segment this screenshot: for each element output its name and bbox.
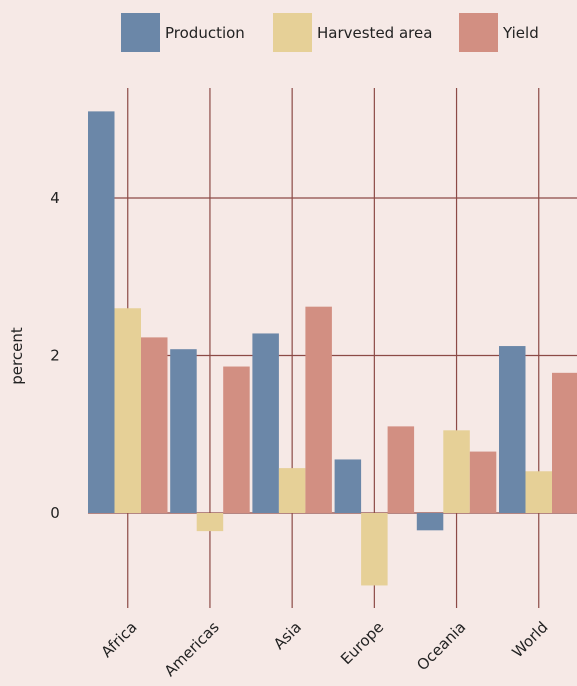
bar-production [499,346,526,513]
bar-production [416,513,444,531]
bar-harvested-area [278,468,306,513]
legend-label: Yield [502,24,539,42]
x-tick-label: World [508,618,551,661]
bar-harvested-area [525,471,552,513]
legend-swatch [273,13,312,52]
grid-lines [88,88,577,608]
legend-swatch [121,13,160,52]
bar-yield [552,372,577,513]
legend-label: Harvested area [317,24,432,42]
bar-harvested-area [443,430,470,513]
bar-production [334,459,362,513]
y-axis-label: percent [8,327,26,385]
legend-swatch [459,13,498,52]
bar-production [252,333,279,513]
y-tick-label: 4 [50,189,60,207]
bar-yield [305,306,332,513]
legend-item: Production [121,13,245,52]
bar-harvested-area [114,308,141,513]
y-tick-label: 2 [50,347,60,365]
y-axis: percent 0 2 4 [8,189,60,522]
bar-production [170,349,197,513]
x-tick-label: Americas [161,618,223,680]
bar-production [88,111,115,513]
x-tick-label: Europe [337,618,387,668]
x-tick-label: Africa [98,618,141,661]
x-tick-label: Asia [270,618,305,653]
bar-harvested-area [196,513,224,532]
bar-yield [223,366,250,513]
legend-label: Production [165,24,245,42]
bar-harvested-area [361,513,388,586]
legend: Production Harvested area Yield [121,13,539,52]
bar-yield [141,337,168,513]
bar-yield [469,451,497,513]
x-tick-label: Oceania [413,618,469,674]
legend-item: Harvested area [273,13,432,52]
bars [88,111,577,586]
bar-yield [387,426,415,513]
y-tick-label: 0 [50,504,60,522]
x-axis: Africa Americas Asia Europe Oceania World [98,618,552,680]
legend-item: Yield [459,13,539,52]
